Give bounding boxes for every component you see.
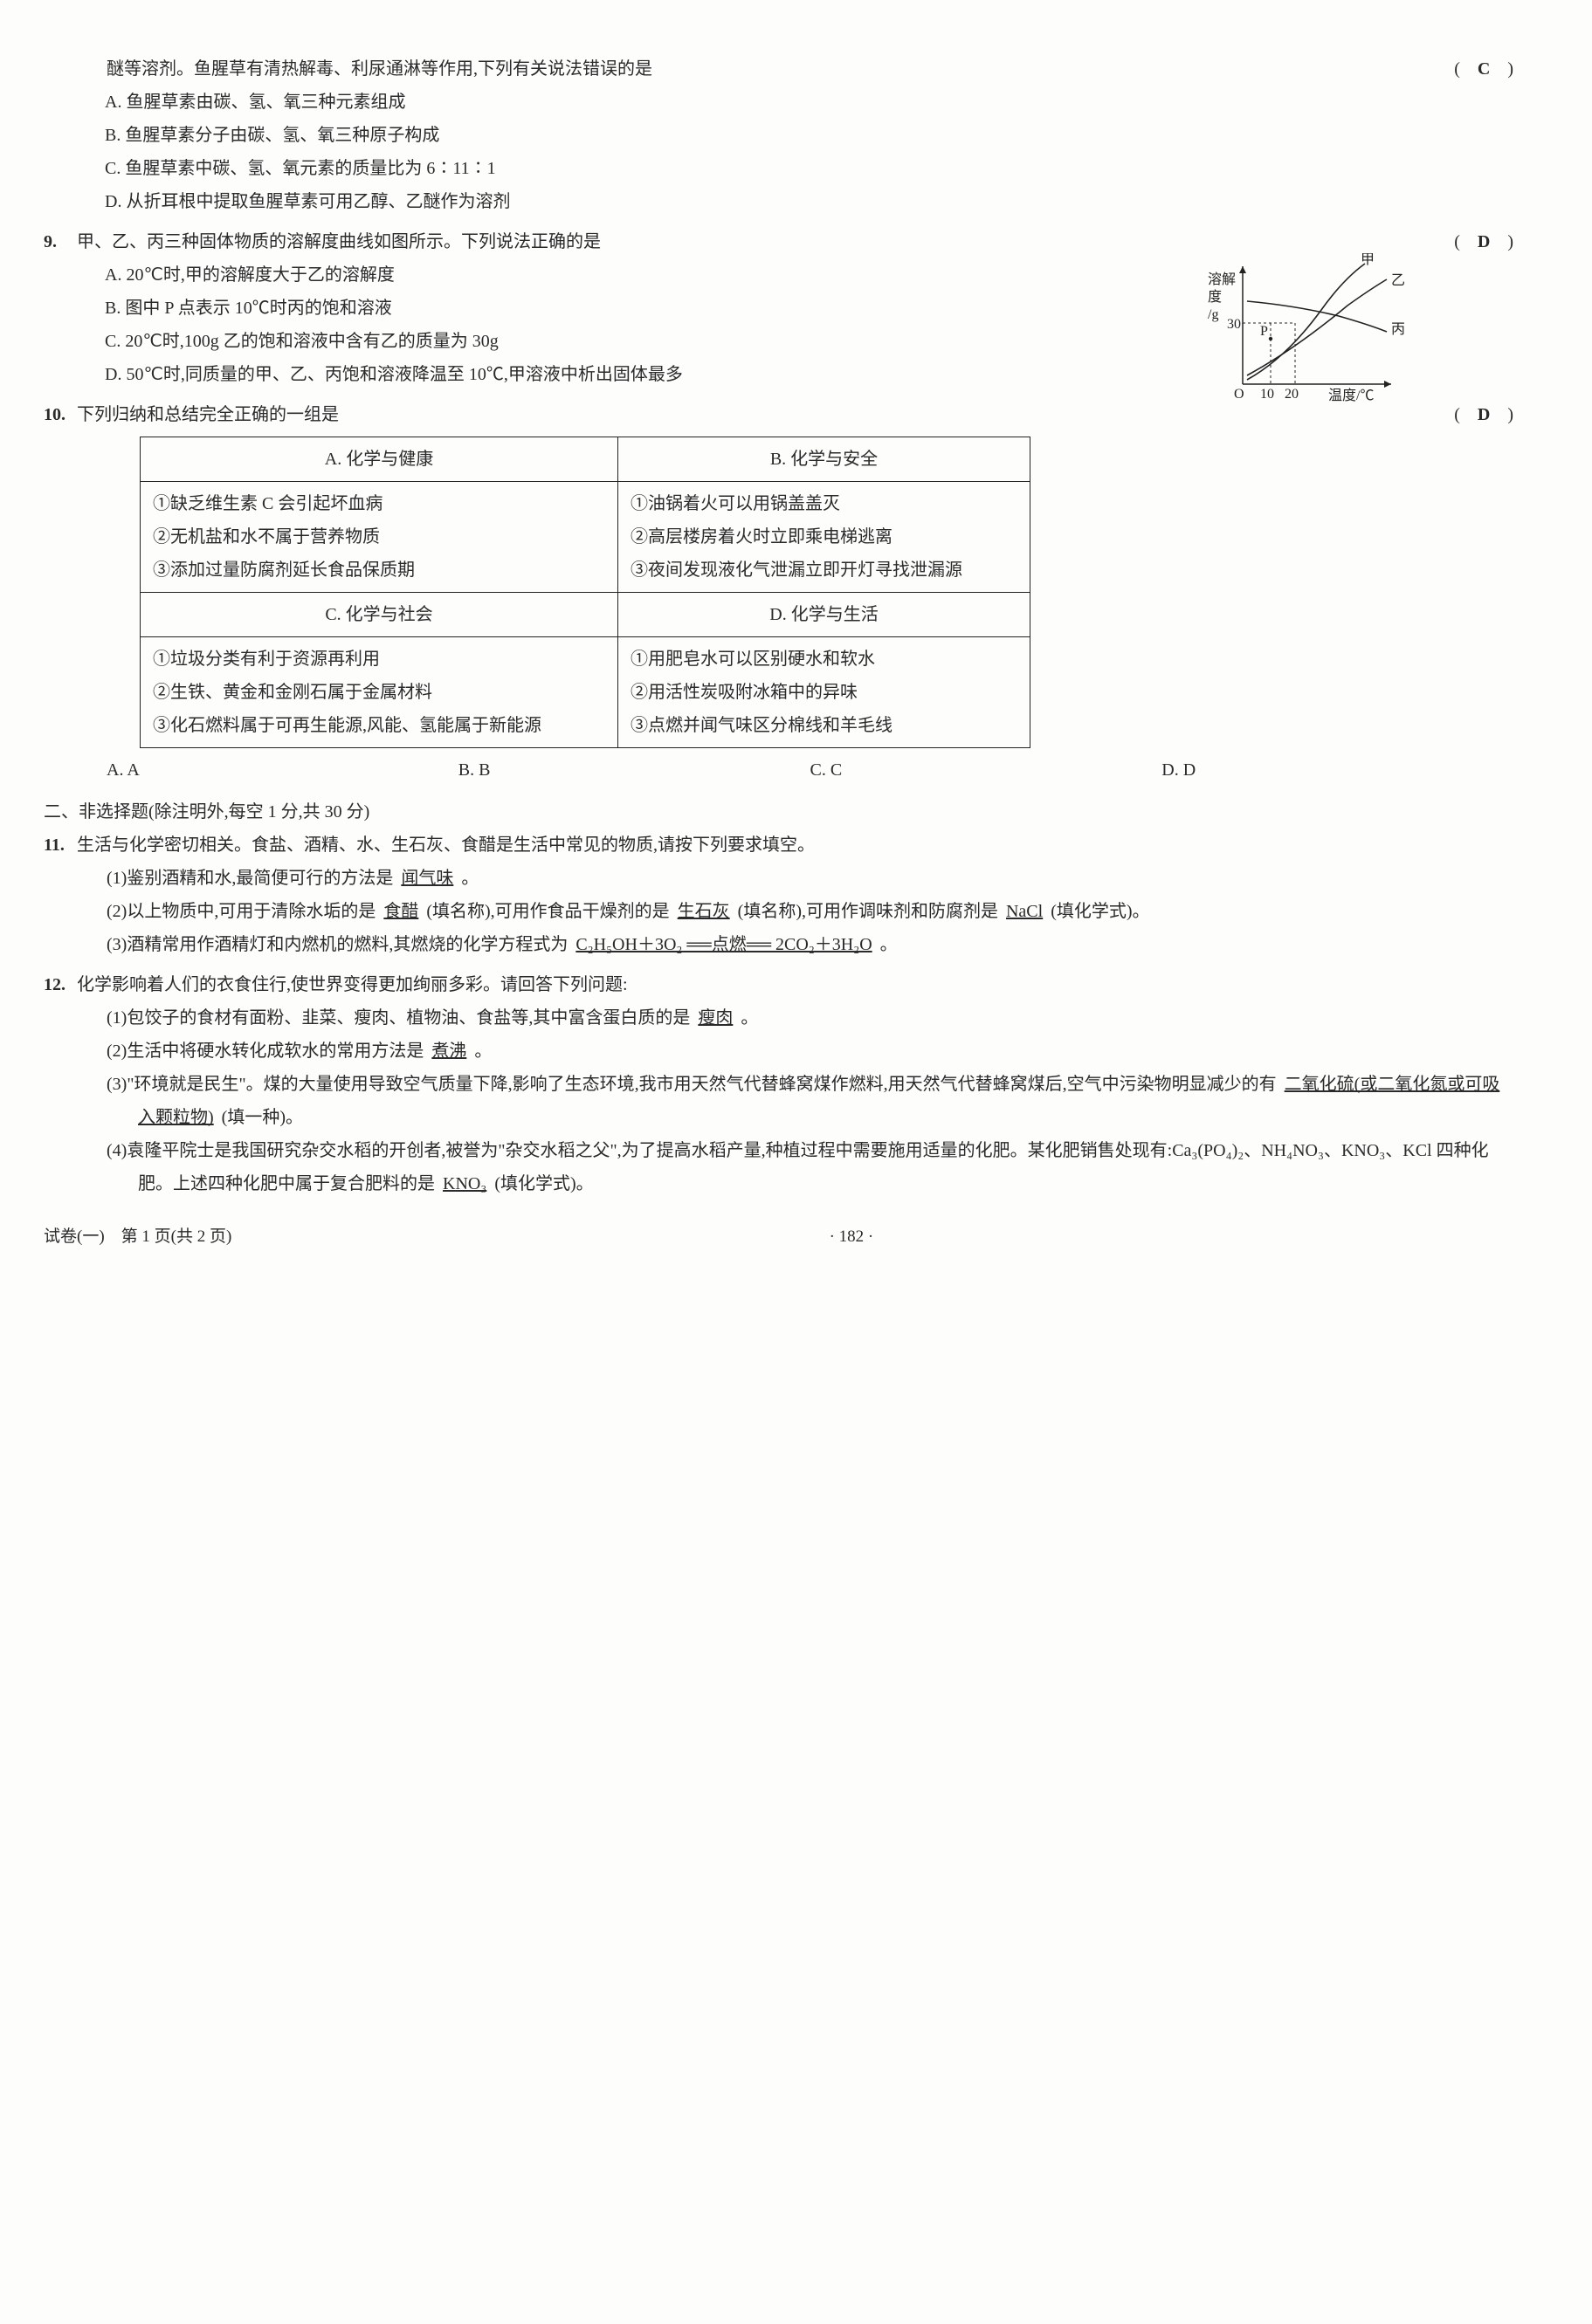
q12-sub1-pre: (1)包饺子的食材有面粉、韭菜、瘦肉、植物油、食盐等,其中富含蛋白质的是	[107, 1008, 690, 1028]
q11-sub2: (2)以上物质中,可用于清除水垢的是 食醋 (填名称),可用作食品干燥剂的是 生…	[107, 895, 1513, 928]
q-cont-answer-val: C	[1478, 59, 1490, 79]
q9-answer-val: D	[1478, 232, 1490, 251]
q11-sub2-ans2: 生石灰	[674, 902, 734, 921]
q10-opt-c: C. C	[810, 753, 1162, 787]
q11-sub2-ans3: NaCl	[1003, 902, 1046, 921]
q10-c-head: C. 化学与社会	[141, 593, 618, 637]
q11-sub3-ans: C₂H₅OH＋3O₂ ══点燃══ 2CO₂＋3H₂O	[572, 935, 875, 954]
chart-ylabel: 溶解	[1208, 272, 1236, 287]
q12-stem-row: 12. 化学影响着人们的衣食住行,使世界变得更加绚丽多彩。请回答下列问题:	[44, 968, 1513, 1001]
q11-stem-row: 11. 生活与化学密切相关。食盐、酒精、水、生石灰、食醋是生活中常见的物质,请按…	[44, 829, 1513, 862]
q12-sub3-pre: (3)"环境就是民生"。煤的大量使用导致空气质量下降,影响了生态环境,我市用天然…	[107, 1075, 1277, 1094]
q11-sub2-mid1: (填名称),可用作食品干燥剂的是	[426, 902, 669, 921]
solubility-svg: P 溶解 度 /g 30 O 10 20 温度/℃ 甲 乙 丙	[1208, 253, 1417, 410]
q10-a-head: A. 化学与健康	[141, 437, 618, 482]
q11-sub2-pre: (2)以上物质中,可用于清除水垢的是	[107, 902, 376, 921]
q12-sub4-pre: (4)袁隆平院士是我国研究杂交水稻的开创者,被誉为"杂交水稻之父",为了提高水稻…	[107, 1141, 1489, 1193]
q10-d-body: ①用肥皂水可以区别硬水和软水 ②用活性炭吸附冰箱中的异味 ③点燃并闻气味区分棉线…	[618, 637, 1030, 748]
question-10: 10. 下列归纳和总结完全正确的一组是 ( D ) A. 化学与健康 B. 化学…	[44, 398, 1513, 787]
q10-b-head: B. 化学与安全	[618, 437, 1030, 482]
q12-sub4-ans: KNO₃	[439, 1174, 490, 1193]
q12-sub3-post: (填一种)。	[222, 1108, 303, 1127]
q12-sub4: (4)袁隆平院士是我国研究杂交水稻的开创者,被誉为"杂交水稻之父",为了提高水稻…	[107, 1134, 1513, 1200]
q12-sub4-post: (填化学式)。	[494, 1174, 593, 1193]
question-11: 11. 生活与化学密切相关。食盐、酒精、水、生石灰、食醋是生活中常见的物质,请按…	[44, 829, 1513, 961]
chart-ylabel2: 度	[1208, 289, 1222, 305]
q10-a-body: ①缺乏维生素 C 会引起坏血病 ②无机盐和水不属于营养物质 ③添加过量防腐剂延长…	[141, 482, 618, 593]
chart-x2: 20	[1285, 387, 1299, 402]
chart-yunit: /g	[1208, 307, 1218, 322]
question-continued: 醚等溶剂。鱼腥草有清热解毒、利尿通淋等作用,下列有关说法错误的是 ( C ) A…	[44, 52, 1513, 218]
q11-sub3: (3)酒精常用作酒精灯和内燃机的燃料,其燃烧的化学方程式为 C₂H₅OH＋3O₂…	[107, 928, 1513, 961]
q12-sub1-ans: 瘦肉	[694, 1008, 736, 1028]
chart-xlabel: 温度/℃	[1328, 388, 1374, 403]
q10-opt-a: A. A	[107, 753, 458, 787]
q12-sub2-pre: (2)生活中将硬水转化成软水的常用方法是	[107, 1042, 424, 1061]
q-cont-opt-a: A. 鱼腥草素由碳、氢、氧三种元素组成	[105, 86, 1513, 119]
q11-sub3-post: 。	[880, 935, 898, 954]
q11-sub1: (1)鉴别酒精和水,最简便可行的方法是 闻气味 。	[107, 862, 1513, 895]
q10-c-body: ①垃圾分类有利于资源再利用 ②生铁、黄金和金刚石属于金属材料 ③化石燃料属于可再…	[141, 637, 618, 748]
chart-jia: 甲	[1361, 253, 1375, 267]
q-cont-stem-row: 醚等溶剂。鱼腥草有清热解毒、利尿通淋等作用,下列有关说法错误的是 ( C )	[44, 52, 1513, 86]
footer-left: 试卷(一) 第 1 页(共 2 页)	[44, 1221, 231, 1253]
q12-sub1: (1)包饺子的食材有面粉、韭菜、瘦肉、植物油、食盐等,其中富含蛋白质的是 瘦肉 …	[107, 1001, 1513, 1035]
q-cont-opt-c: C. 鱼腥草素中碳、氢、氧元素的质量比为 6∶11∶1	[105, 152, 1513, 185]
q10-opt-b: B. B	[458, 753, 810, 787]
q9-opt-b-text: B. 图中 P 点表示 10℃时丙的饱和溶液	[105, 299, 392, 318]
chart-origin: O	[1234, 387, 1244, 402]
q12-sub1-post: 。	[741, 1008, 758, 1028]
q12-sub2-post: 。	[474, 1042, 492, 1061]
q10-answer-val: D	[1478, 405, 1490, 424]
question-9: 9. 甲、乙、丙三种固体物质的溶解度曲线如图所示。下列说法正确的是 ( D ) …	[44, 225, 1513, 391]
q11-sub1-pre: (1)鉴别酒精和水,最简便可行的方法是	[107, 869, 393, 888]
q10-answer: ( D )	[1454, 398, 1513, 431]
q11-sub2-post: (填化学式)。	[1051, 902, 1149, 921]
q11-sub2-ans1: 食醋	[380, 902, 422, 921]
q-cont-opt-b: B. 鱼腥草素分子由碳、氢、氧三种原子构成	[105, 119, 1513, 152]
q10-options-row: A. A B. B C. C D. D	[107, 753, 1513, 787]
solubility-chart: P 溶解 度 /g 30 O 10 20 温度/℃ 甲 乙 丙	[1208, 253, 1417, 422]
q11-sub2-mid2: (填名称),可用作调味剂和防腐剂是	[738, 902, 998, 921]
q11-sub3-pre: (3)酒精常用作酒精灯和内燃机的燃料,其燃烧的化学方程式为	[107, 935, 568, 954]
section-2-header: 二、非选择题(除注明外,每空 1 分,共 30 分)	[44, 795, 1513, 829]
chart-yi: 乙	[1391, 273, 1405, 288]
q9-answer: ( D )	[1454, 225, 1513, 258]
q10-num: 10.	[44, 398, 77, 431]
chart-x1: 10	[1260, 387, 1274, 402]
q12-stem: 化学影响着人们的衣食住行,使世界变得更加绚丽多彩。请回答下列问题:	[77, 968, 1513, 1001]
q10-b-body: ①油锅着火可以用锅盖盖灭 ②高层楼房着火时立即乘电梯逃离 ③夜间发现液化气泄漏立…	[618, 482, 1030, 593]
q-cont-answer: ( C )	[1454, 52, 1513, 86]
q11-sub1-post: 。	[461, 869, 479, 888]
q9-num: 9.	[44, 225, 77, 258]
question-12: 12. 化学影响着人们的衣食住行,使世界变得更加绚丽多彩。请回答下列问题: (1…	[44, 968, 1513, 1200]
q12-sub2-ans: 煮沸	[428, 1042, 470, 1061]
q11-stem: 生活与化学密切相关。食盐、酒精、水、生石灰、食醋是生活中常见的物质,请按下列要求…	[77, 829, 1513, 862]
q11-num: 11.	[44, 829, 77, 862]
chart-yval: 30	[1227, 317, 1241, 332]
q11-sub1-ans: 闻气味	[397, 869, 457, 888]
q-cont-opt-d: D. 从折耳根中提取鱼腥草素可用乙醇、乙醚作为溶剂	[105, 185, 1513, 218]
q10-opt-d: D. D	[1161, 753, 1513, 787]
chart-bing: 丙	[1391, 322, 1405, 337]
q10-table: A. 化学与健康 B. 化学与安全 ①缺乏维生素 C 会引起坏血病 ②无机盐和水…	[140, 437, 1030, 748]
q12-sub2: (2)生活中将硬水转化成软水的常用方法是 煮沸 。	[107, 1035, 1513, 1068]
q-cont-stem: 醚等溶剂。鱼腥草有清热解毒、利尿通淋等作用,下列有关说法错误的是	[107, 52, 1437, 86]
chart-p-label: P	[1260, 324, 1268, 339]
q12-sub3: (3)"环境就是民生"。煤的大量使用导致空气质量下降,影响了生态环境,我市用天然…	[107, 1068, 1513, 1134]
footer-center: · 182 ·	[830, 1221, 874, 1253]
q10-d-head: D. 化学与生活	[618, 593, 1030, 637]
page-footer: 试卷(一) 第 1 页(共 2 页) · 182 · spacer	[44, 1221, 1513, 1253]
q12-num: 12.	[44, 968, 77, 1001]
